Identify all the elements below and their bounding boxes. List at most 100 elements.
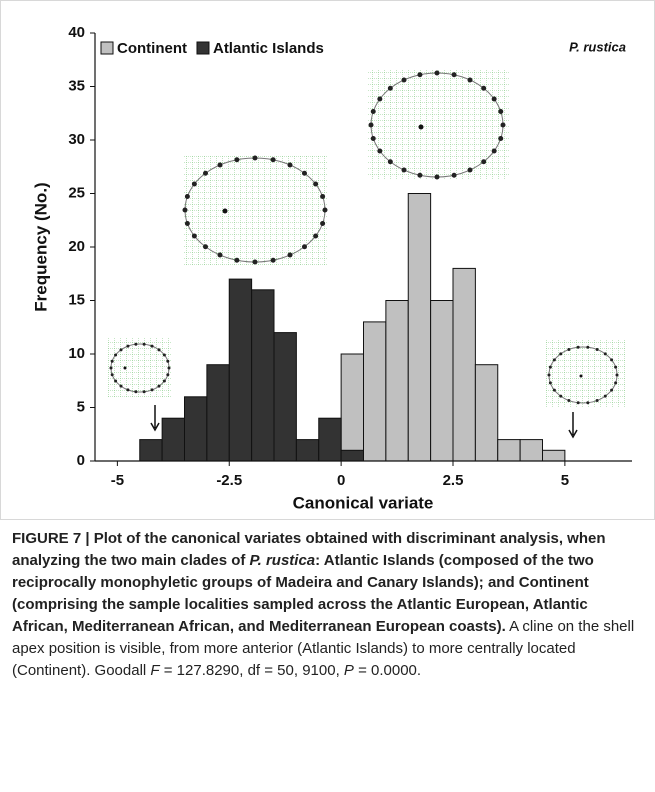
caption-text: A cline on the shell apex position is vi… (12, 618, 635, 679)
landmark (134, 342, 138, 346)
landmark (157, 384, 161, 388)
landmark (610, 358, 614, 362)
landmark (203, 170, 209, 176)
landmark (401, 167, 407, 173)
landmark (576, 345, 580, 349)
bar (295, 439, 320, 462)
caption-text: = 0.0000. (353, 662, 422, 679)
landmark (368, 122, 374, 128)
landmark (467, 167, 473, 173)
legend-swatch (196, 41, 210, 55)
legend-label: Atlantic Islands (213, 40, 324, 57)
landmark (167, 366, 171, 370)
bar (363, 321, 387, 462)
landmark (417, 172, 423, 178)
landmark (586, 401, 590, 405)
bar (340, 449, 364, 462)
landmark (498, 135, 504, 141)
landmark (287, 252, 293, 258)
landmark (150, 344, 154, 348)
landmark (434, 174, 440, 180)
bar (519, 439, 543, 462)
landmark (552, 358, 556, 362)
landmark (567, 348, 571, 352)
landmark (451, 72, 457, 78)
landmark (162, 353, 166, 357)
x-tick-label: 5 (561, 472, 569, 489)
landmark (401, 77, 407, 83)
bar (430, 300, 454, 462)
landmark (182, 207, 188, 213)
landmark (377, 148, 383, 154)
caption-text: : Atlantic Islands (composed of the two … (12, 552, 594, 635)
landmark (217, 252, 223, 258)
landmark (126, 388, 130, 392)
landmark (142, 390, 146, 394)
landmark (166, 359, 170, 363)
y-tick-label: 40 (68, 24, 85, 41)
bar (206, 364, 230, 462)
bar (497, 439, 521, 462)
landmark (320, 194, 326, 200)
landmark (370, 135, 376, 141)
landmark (114, 379, 118, 383)
bar (139, 439, 163, 462)
landmark (150, 388, 154, 392)
landmark (119, 384, 123, 388)
caption-text: F (150, 662, 160, 679)
landmark (287, 162, 293, 168)
landmark (595, 398, 599, 402)
y-tick-label: 15 (68, 291, 85, 308)
landmark (417, 72, 423, 78)
y-tick-label: 30 (68, 131, 85, 148)
landmark (110, 373, 114, 377)
landmark (142, 342, 146, 346)
landmark (110, 359, 114, 363)
landmark (610, 388, 614, 392)
landmark (191, 181, 197, 187)
landmark (234, 157, 240, 163)
landmark (387, 159, 393, 165)
landmark (313, 181, 319, 187)
landmark (559, 394, 563, 398)
caption: FIGURE 7 | Plot of the canonical variate… (12, 528, 642, 682)
landmark (157, 348, 161, 352)
landmark (481, 159, 487, 165)
landmark (434, 70, 440, 76)
caption-text: P (343, 662, 354, 679)
landmark (301, 170, 307, 176)
y-tick-label: 35 (68, 77, 85, 94)
landmark (467, 77, 473, 83)
bar (385, 300, 409, 462)
landmark (498, 109, 504, 115)
landmark (119, 348, 123, 352)
landmark (614, 365, 618, 369)
landmark (370, 109, 376, 115)
landmark (586, 345, 590, 349)
caption-text: = 127.8290, df = 50, 9100, (159, 662, 344, 679)
y-tick-label: 20 (68, 238, 85, 255)
landmark (184, 194, 190, 200)
y-tick-label: 10 (68, 345, 85, 362)
x-tick-label: -2.5 (216, 472, 242, 489)
bar (407, 193, 432, 462)
landmark (603, 394, 607, 398)
landmark (387, 85, 393, 91)
y-tick-label: 25 (68, 184, 85, 201)
caption-text: P. rustica (249, 552, 316, 569)
y-tick-label: 5 (77, 398, 85, 415)
bar (251, 289, 275, 462)
landmark (559, 352, 563, 356)
bar (161, 417, 185, 462)
landmark (270, 157, 276, 163)
x-tick-label: -5 (111, 472, 124, 489)
landmark (313, 233, 319, 239)
bar (452, 267, 476, 462)
landmark (615, 373, 619, 377)
landmark (500, 122, 506, 128)
landmark (491, 96, 497, 102)
landmark (252, 259, 258, 265)
landmark (576, 401, 580, 405)
landmark (301, 244, 307, 250)
